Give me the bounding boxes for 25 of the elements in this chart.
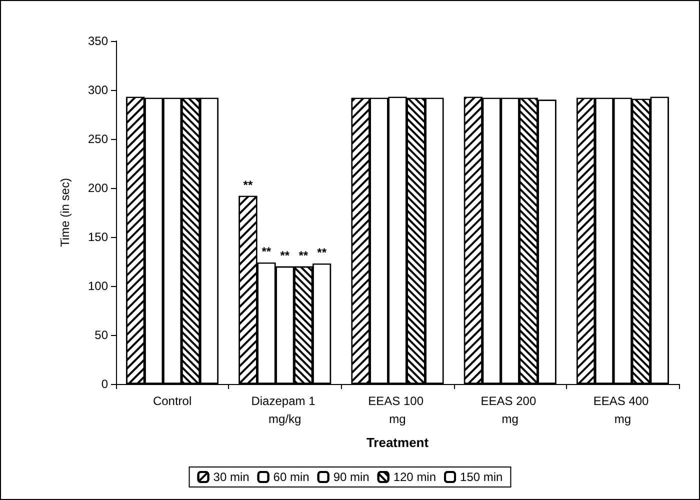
legend-label: 30 min <box>213 470 250 484</box>
y-tick-label: 350 <box>88 34 108 48</box>
legend-label: 60 min <box>273 470 310 484</box>
y-tick-label: 200 <box>88 181 108 195</box>
data-label: ** <box>317 245 327 260</box>
y-tick-label: 250 <box>88 132 108 146</box>
y-tick-label: 100 <box>88 279 108 293</box>
y-tick-label: 50 <box>94 328 108 342</box>
legend-label: 150 min <box>460 470 503 484</box>
legend-label: 120 min <box>393 470 436 484</box>
data-label: ** <box>243 178 253 192</box>
x-tick-label: EEAS 100 mg <box>368 394 427 426</box>
data-label: ** <box>262 244 272 258</box>
data-label: ** <box>280 248 290 262</box>
y-tick-label: 300 <box>88 83 108 97</box>
x-tick-label: Diazepam 1 mg/kg <box>251 394 319 426</box>
x-axis-title: Treatment <box>366 435 430 450</box>
data-label: ** <box>298 248 308 262</box>
x-tick-label: EEAS 400 mg <box>593 394 652 426</box>
y-axis-title: Time (in sec) <box>58 178 72 247</box>
y-tick-label: 150 <box>88 230 108 244</box>
y-tick-label: 0 <box>101 377 108 391</box>
legend-label: 90 min <box>333 470 370 484</box>
x-tick-label: EEAS 200 mg <box>480 394 540 426</box>
x-tick-label: Control <box>152 394 192 408</box>
